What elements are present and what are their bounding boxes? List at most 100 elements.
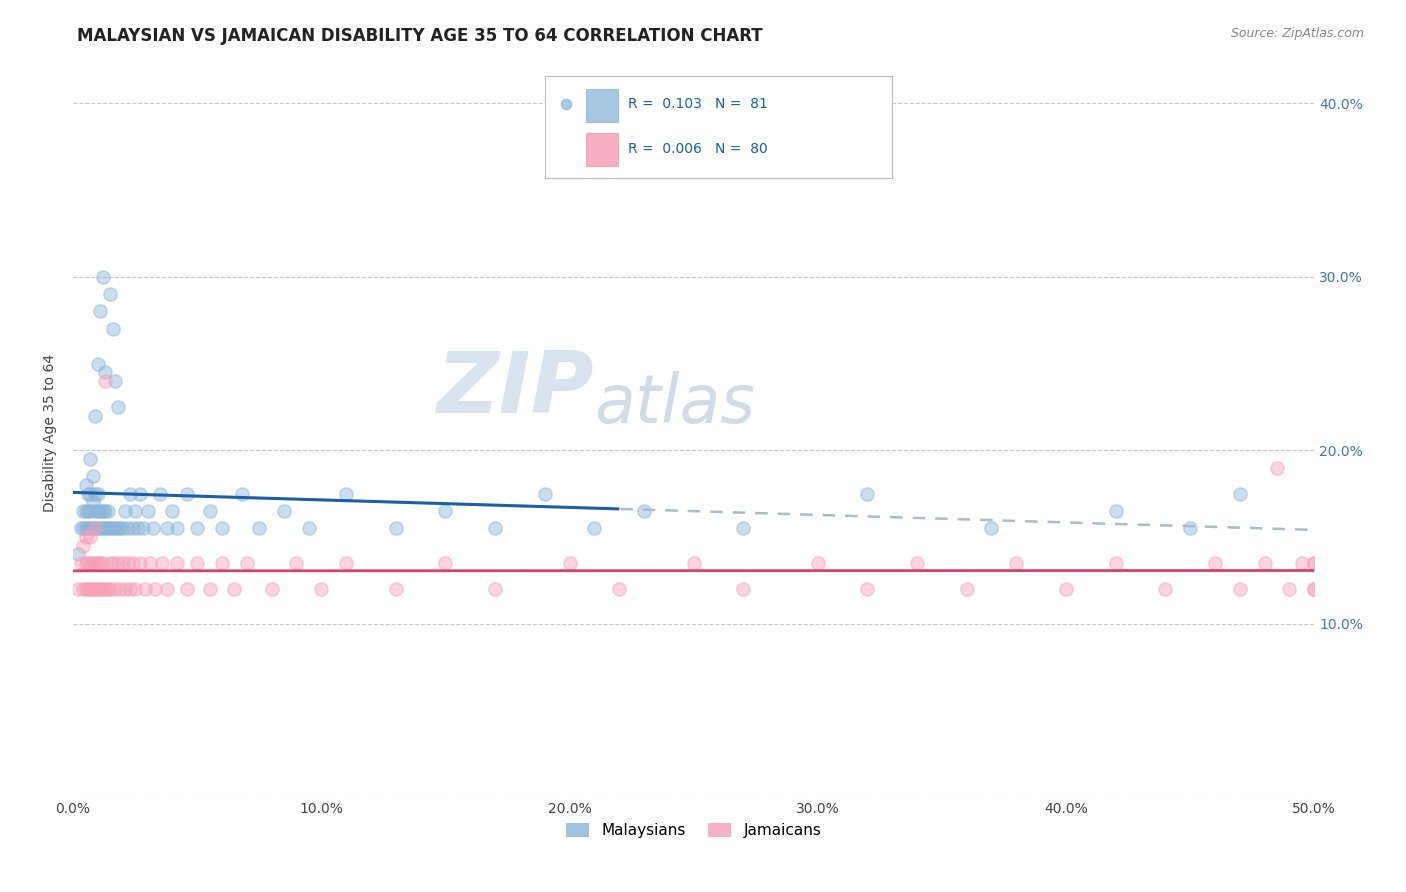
Point	[94, 374, 117, 388]
Point	[120, 487, 142, 501]
Point	[1005, 556, 1028, 570]
Point	[110, 582, 132, 597]
Point	[260, 582, 283, 597]
Point	[89, 304, 111, 318]
Point	[79, 556, 101, 570]
Point	[79, 504, 101, 518]
Point	[89, 521, 111, 535]
Point	[104, 374, 127, 388]
Point	[1303, 556, 1326, 570]
Point	[583, 521, 606, 535]
Point	[335, 487, 357, 501]
Point	[94, 521, 117, 535]
Point	[98, 556, 121, 570]
Point	[89, 504, 111, 518]
Point	[121, 521, 143, 535]
Point	[633, 504, 655, 518]
Point	[77, 504, 100, 518]
Point	[120, 582, 142, 597]
Point	[98, 521, 121, 535]
Point	[75, 478, 97, 492]
Point	[82, 521, 104, 535]
Point	[87, 556, 110, 570]
Point	[79, 521, 101, 535]
Text: ZIP: ZIP	[437, 348, 595, 431]
Point	[91, 269, 114, 284]
Point	[298, 521, 321, 535]
Point	[273, 504, 295, 518]
Point	[434, 504, 457, 518]
Point	[166, 556, 188, 570]
Point	[384, 521, 406, 535]
Point	[311, 582, 333, 597]
Point	[980, 521, 1002, 535]
Point	[91, 582, 114, 597]
Point	[67, 548, 90, 562]
Point	[87, 487, 110, 501]
Point	[211, 556, 233, 570]
Point	[89, 556, 111, 570]
Point	[69, 556, 91, 570]
Point	[1303, 556, 1326, 570]
Point	[124, 504, 146, 518]
Point	[956, 582, 979, 597]
Point	[1303, 582, 1326, 597]
Point	[152, 556, 174, 570]
Point	[87, 357, 110, 371]
Point	[82, 582, 104, 597]
Point	[434, 556, 457, 570]
Point	[186, 521, 208, 535]
Point	[77, 487, 100, 501]
Point	[101, 521, 124, 535]
Point	[107, 521, 129, 535]
Point	[1104, 556, 1126, 570]
Point	[84, 521, 107, 535]
Point	[69, 521, 91, 535]
Point	[82, 556, 104, 570]
Point	[117, 556, 139, 570]
Point	[89, 582, 111, 597]
Point	[285, 556, 308, 570]
Point	[607, 582, 630, 597]
Point	[1229, 582, 1251, 597]
Point	[1204, 556, 1226, 570]
Point	[114, 504, 136, 518]
Point	[97, 521, 120, 535]
Point	[77, 521, 100, 535]
Point	[124, 582, 146, 597]
Point	[87, 521, 110, 535]
Point	[75, 530, 97, 544]
Point	[98, 582, 121, 597]
Point	[335, 556, 357, 570]
Point	[82, 495, 104, 509]
Point	[104, 521, 127, 535]
Point	[104, 582, 127, 597]
Point	[87, 504, 110, 518]
Point	[84, 582, 107, 597]
Point	[72, 582, 94, 597]
Point	[1178, 521, 1201, 535]
Point	[97, 504, 120, 518]
Point	[107, 556, 129, 570]
Point	[156, 521, 179, 535]
Point	[143, 582, 166, 597]
Point	[72, 504, 94, 518]
Point	[211, 521, 233, 535]
Point	[98, 287, 121, 301]
Point	[247, 521, 270, 535]
Point	[84, 409, 107, 423]
Point	[75, 556, 97, 570]
Point	[79, 582, 101, 597]
Point	[484, 521, 506, 535]
Point	[134, 582, 156, 597]
Point	[558, 556, 581, 570]
Point	[94, 582, 117, 597]
Point	[136, 504, 159, 518]
Point	[84, 521, 107, 535]
Point	[72, 539, 94, 553]
Point	[733, 521, 755, 535]
Point	[67, 582, 90, 597]
Point	[1278, 582, 1301, 597]
Point	[77, 582, 100, 597]
Point	[75, 521, 97, 535]
